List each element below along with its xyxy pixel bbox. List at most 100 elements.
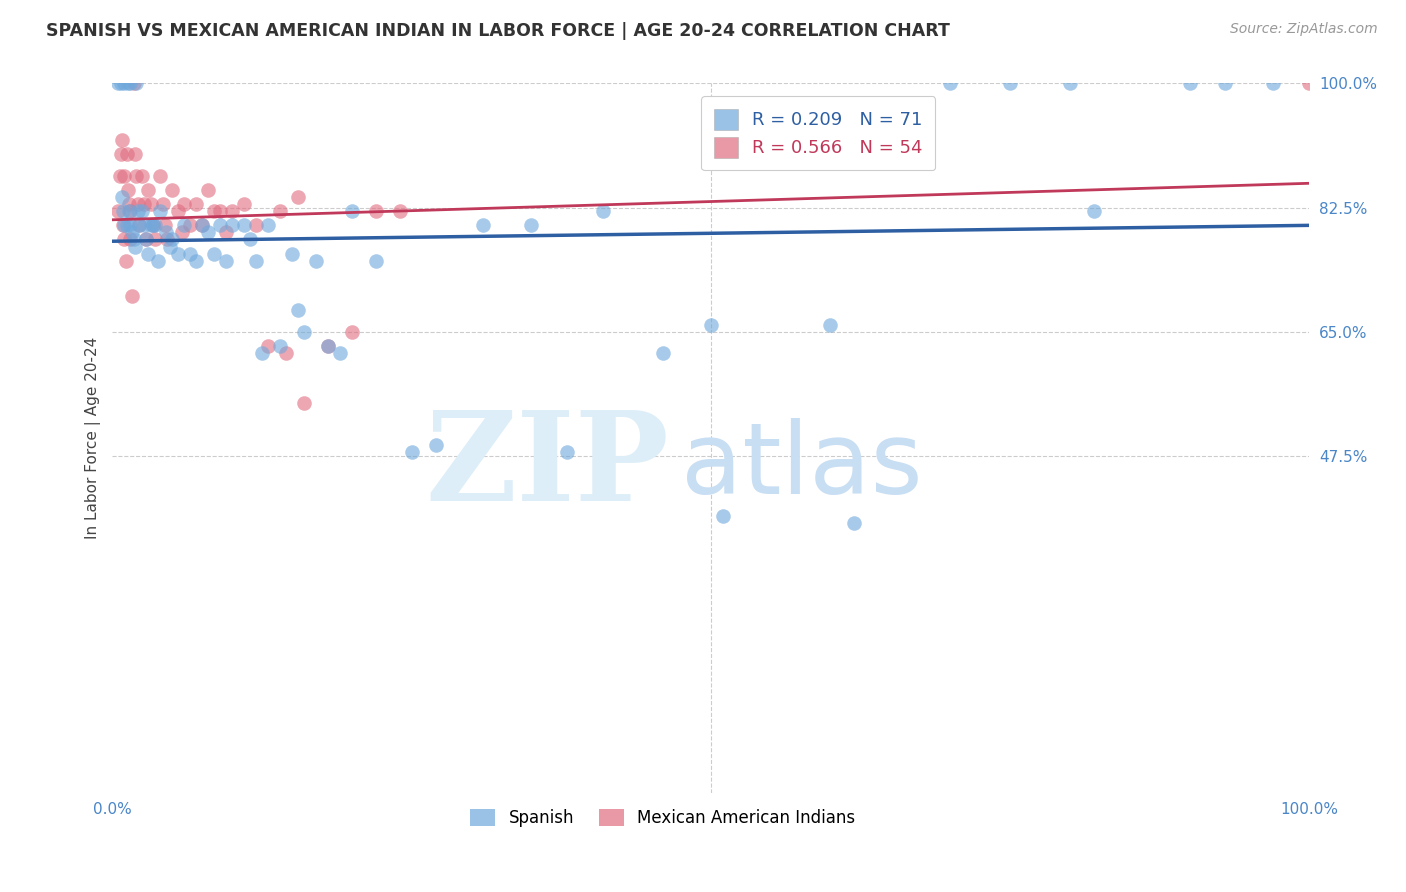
Point xyxy=(167,246,190,260)
Point xyxy=(112,219,135,233)
Point xyxy=(998,77,1021,91)
Point xyxy=(124,239,146,253)
Point xyxy=(305,253,328,268)
Point xyxy=(316,339,339,353)
Point xyxy=(173,219,195,233)
Point xyxy=(281,246,304,260)
Point xyxy=(1059,77,1081,91)
Point xyxy=(197,226,219,240)
Point xyxy=(111,133,134,147)
Point xyxy=(124,147,146,161)
Point xyxy=(215,253,238,268)
Point xyxy=(179,219,201,233)
Point xyxy=(233,197,256,211)
Point xyxy=(257,339,280,353)
Point xyxy=(197,183,219,197)
Point xyxy=(117,77,139,91)
Point xyxy=(250,346,273,360)
Point xyxy=(112,169,135,183)
Point xyxy=(120,204,142,219)
Point xyxy=(1263,77,1285,91)
Point xyxy=(239,232,262,246)
Point xyxy=(1298,77,1320,91)
Point xyxy=(152,197,174,211)
Point xyxy=(112,204,135,219)
Point xyxy=(340,204,363,219)
Text: atlas: atlas xyxy=(681,418,922,515)
Text: SPANISH VS MEXICAN AMERICAN INDIAN IN LABOR FORCE | AGE 20-24 CORRELATION CHART: SPANISH VS MEXICAN AMERICAN INDIAN IN LA… xyxy=(46,22,950,40)
Point xyxy=(592,204,614,219)
Point xyxy=(364,204,387,219)
Point xyxy=(1083,204,1105,219)
Point xyxy=(245,219,267,233)
Point xyxy=(135,232,157,246)
Point xyxy=(162,232,184,246)
Point xyxy=(122,232,145,246)
Point xyxy=(153,219,176,233)
Point xyxy=(149,169,172,183)
Point xyxy=(131,169,153,183)
Point xyxy=(388,204,411,219)
Point xyxy=(145,219,167,233)
Point xyxy=(844,516,866,530)
Point xyxy=(111,190,134,204)
Text: Source: ZipAtlas.com: Source: ZipAtlas.com xyxy=(1230,22,1378,37)
Point xyxy=(274,346,297,360)
Point xyxy=(209,204,232,219)
Point xyxy=(245,253,267,268)
Point xyxy=(269,339,291,353)
Point xyxy=(173,197,195,211)
Point xyxy=(107,204,129,219)
Point xyxy=(329,346,352,360)
Y-axis label: In Labor Force | Age 20-24: In Labor Force | Age 20-24 xyxy=(86,337,101,539)
Point xyxy=(1215,77,1237,91)
Point xyxy=(118,204,141,219)
Point xyxy=(110,77,132,91)
Point xyxy=(257,219,280,233)
Point xyxy=(120,219,142,233)
Point xyxy=(136,183,159,197)
Point xyxy=(120,77,142,91)
Point xyxy=(820,318,842,332)
Point xyxy=(120,232,142,246)
Point xyxy=(112,232,135,246)
Point xyxy=(292,325,315,339)
Point xyxy=(112,77,135,91)
Point xyxy=(131,204,153,219)
Point xyxy=(115,147,138,161)
Point xyxy=(107,77,129,91)
Point xyxy=(287,190,309,204)
Point xyxy=(115,219,138,233)
Point xyxy=(1178,77,1201,91)
Point xyxy=(132,219,155,233)
Point xyxy=(128,219,150,233)
Point xyxy=(209,219,232,233)
Point xyxy=(114,253,136,268)
Point xyxy=(142,219,165,233)
Point xyxy=(159,239,181,253)
Point xyxy=(401,445,423,459)
Point xyxy=(700,318,723,332)
Point xyxy=(167,204,190,219)
Point xyxy=(202,204,225,219)
Point xyxy=(112,219,135,233)
Point xyxy=(128,219,150,233)
Point xyxy=(121,289,143,303)
Point xyxy=(215,226,238,240)
Point xyxy=(110,147,132,161)
Point xyxy=(364,253,387,268)
Point xyxy=(711,509,734,524)
Point xyxy=(122,77,145,91)
Point xyxy=(472,219,495,233)
Point xyxy=(292,395,315,409)
Point xyxy=(145,232,167,246)
Point xyxy=(170,226,193,240)
Point xyxy=(127,204,149,219)
Point xyxy=(132,197,155,211)
Point xyxy=(127,197,149,211)
Point xyxy=(139,219,162,233)
Point xyxy=(221,219,243,233)
Point xyxy=(135,232,157,246)
Point xyxy=(191,219,214,233)
Point xyxy=(125,169,148,183)
